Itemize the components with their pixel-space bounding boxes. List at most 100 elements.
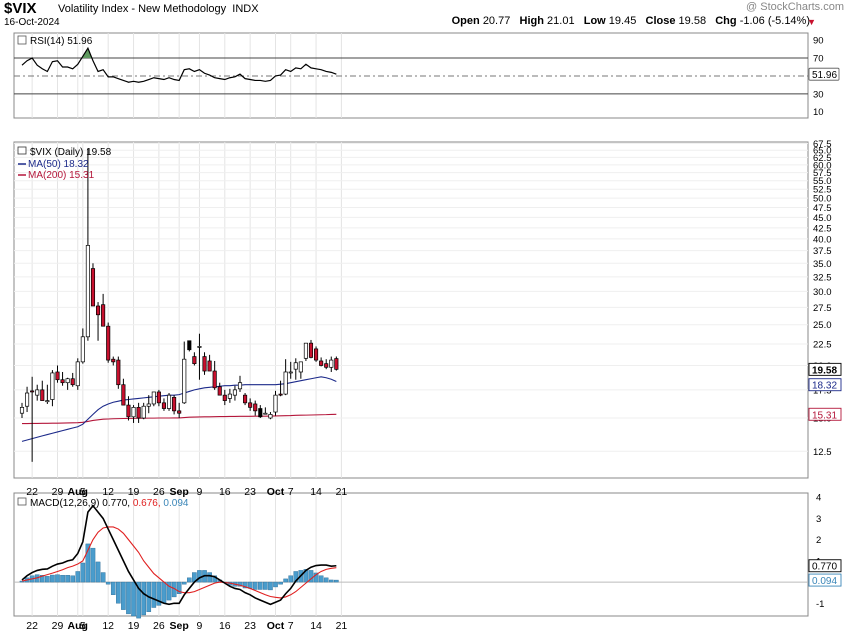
- x-axis-label: Oct: [267, 486, 285, 498]
- macd-hist-value-tag-box: [808, 573, 842, 587]
- candle-body: [126, 404, 131, 418]
- candle-body: [136, 407, 141, 419]
- candle-body: [40, 389, 45, 401]
- price-tick-label: 50.0: [813, 194, 832, 205]
- candle: [55, 365, 60, 383]
- macd-hist-bar: [151, 581, 157, 608]
- x-axis-label: Aug: [68, 486, 88, 498]
- candle: [263, 407, 268, 415]
- price-tick-label: 37.5: [813, 246, 832, 257]
- candle: [248, 398, 253, 411]
- candle: [146, 395, 151, 414]
- x-axis-label: 7: [288, 486, 294, 498]
- x-axis-label-bottom: 19: [128, 620, 140, 632]
- quote-summary: Open 20.77 High 21.01 Low 19.45 Close 19…: [451, 15, 810, 27]
- x-axis-label-bottom: 5: [80, 620, 86, 632]
- candle-body: [253, 403, 258, 412]
- candle-body: [75, 361, 80, 387]
- x-axis-label-bottom: 7: [288, 620, 294, 632]
- macd-hist-bar: [318, 575, 324, 583]
- candle: [227, 388, 232, 403]
- macd-hist-bar: [45, 576, 50, 583]
- macd-hist-bar: [110, 581, 116, 595]
- candle-legend-icon: [17, 146, 27, 155]
- x-axis-label-bottom: 16: [219, 620, 231, 632]
- candle: [111, 356, 116, 366]
- candle: [283, 359, 288, 396]
- x-axis-label: 23: [244, 486, 256, 498]
- rsi-tick-label: 70: [813, 54, 824, 65]
- candle-body: [90, 268, 96, 307]
- candle-body: [293, 362, 298, 370]
- candle: [324, 359, 329, 370]
- candle: [19, 402, 25, 419]
- panel-frame-1: [13, 141, 809, 479]
- price-tick-label: 22.5: [813, 339, 832, 350]
- x-axis-label: 22: [26, 486, 38, 498]
- candle: [166, 393, 172, 411]
- macd-tick-label: -1: [816, 599, 824, 610]
- candle-body: [182, 358, 187, 404]
- candle: [273, 390, 278, 416]
- candle: [298, 361, 303, 379]
- x-axis-label: 5: [80, 486, 86, 498]
- x-axis-label-bottom: 29: [52, 620, 64, 632]
- x-axis-label-bottom: Sep: [170, 620, 189, 632]
- macd-hist-bar: [100, 572, 106, 583]
- x-axis-label: 19: [128, 486, 140, 498]
- price-tick-label: 27.5: [813, 303, 832, 314]
- macd-hist-bar: [126, 581, 131, 615]
- candle-body: [95, 305, 101, 316]
- candle: [70, 372, 75, 387]
- candle-body: [334, 358, 339, 370]
- macd-hist-bar: [55, 574, 60, 583]
- price-tick-label: 42.5: [813, 223, 832, 234]
- x-axis-label: Sep: [170, 486, 189, 498]
- macd-hist-bar: [273, 581, 278, 588]
- candle-body: [217, 386, 222, 396]
- candle: [187, 340, 192, 352]
- price-tick-label: 45.0: [813, 213, 832, 224]
- candle: [197, 333, 202, 380]
- x-axis-label-bottom: 23: [244, 620, 256, 632]
- candle-body: [324, 363, 329, 368]
- macd-hist-bar: [141, 581, 146, 616]
- candle: [278, 380, 283, 397]
- candle: [232, 385, 237, 401]
- candle: [116, 356, 121, 389]
- candle: [217, 382, 222, 396]
- close-value-tag: 19.58: [812, 365, 837, 376]
- macd-hist-bar: [308, 570, 314, 583]
- candle-body: [70, 378, 75, 386]
- candle-body: [227, 393, 232, 399]
- macd-hist-bar: [90, 547, 96, 583]
- candle-body: [19, 407, 25, 414]
- macd-hist-bar: [252, 581, 258, 590]
- candle: [35, 384, 40, 401]
- candle: [65, 377, 70, 390]
- candle: [30, 376, 35, 462]
- macd-legend-legend_hist: 0.094: [161, 498, 189, 509]
- ticker-symbol: $VIX: [4, 0, 37, 17]
- price-tick-label: 47.5: [813, 203, 832, 214]
- candle-body: [248, 402, 253, 408]
- x-axis-label: 14: [310, 486, 322, 498]
- ticker-description: Volatility Index - New Methodology INDX: [58, 3, 259, 15]
- macd-hist-bar: [50, 574, 55, 583]
- ma50-legend: MA(50) 18.32: [28, 159, 89, 170]
- candle: [207, 354, 212, 372]
- candle: [314, 346, 319, 362]
- candle-body: [303, 342, 308, 359]
- candle: [212, 360, 217, 390]
- candle: [60, 371, 65, 386]
- candle: [258, 405, 263, 419]
- macd-hist-bar: [187, 577, 192, 583]
- candle: [237, 375, 243, 392]
- rsi-tick-label: 90: [813, 36, 824, 47]
- candle: [253, 400, 258, 416]
- price-tick-label: 52.5: [813, 185, 832, 196]
- candle: [131, 405, 136, 423]
- candle: [288, 361, 293, 379]
- candle-body: [80, 336, 85, 363]
- ma200-value-tag-box: [808, 407, 842, 421]
